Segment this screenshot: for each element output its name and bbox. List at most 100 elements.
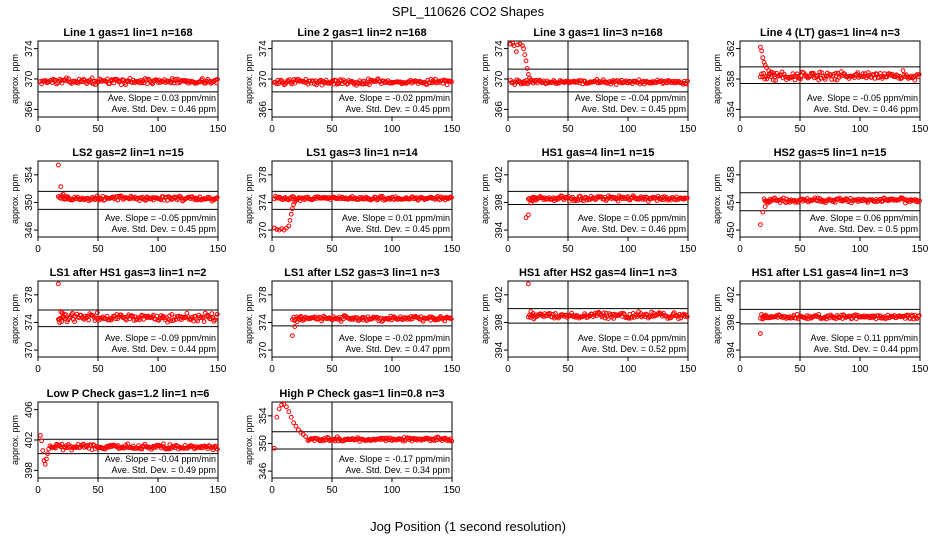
data-point [441, 77, 447, 83]
plot-frame [739, 280, 921, 358]
data-point [792, 77, 798, 83]
y-axis-label: approx. ppm [10, 294, 20, 344]
data-point [358, 196, 364, 202]
data-point [417, 316, 423, 322]
data-point [303, 434, 309, 439]
x-tick-label: 150 [680, 364, 697, 375]
stddev-annotation: Ave. Std. Dev. = 0.47 ppm [346, 344, 450, 354]
x-tick-label: 100 [852, 244, 869, 255]
x-tick-label: 50 [92, 244, 104, 255]
slope-annotation: Ave. Slope = -0.02 ppm/min [339, 333, 450, 343]
stddev-annotation: Ave. Std. Dev. = 0.46 ppm [582, 224, 686, 234]
data-point [909, 312, 914, 318]
data-point [408, 435, 414, 441]
data-point [762, 204, 768, 210]
y-tick-label: 402 [726, 286, 737, 303]
data-point [412, 195, 418, 201]
x-tick-label: 0 [505, 244, 511, 255]
stddev-annotation: Ave. Std. Dev. = 0.34 ppm [346, 465, 450, 475]
panel-title: HS1 gas=4 lin=1 n=15 [542, 147, 655, 159]
data-point [442, 318, 448, 324]
data-point [758, 222, 763, 228]
slope-annotation: Ave. Slope = -0.05 ppm/min [105, 213, 216, 223]
data-point [310, 78, 316, 84]
data-point [138, 78, 144, 83]
data-point [859, 74, 865, 79]
y-tick-label: 374 [258, 40, 269, 57]
data-point [169, 312, 175, 317]
data-point [98, 77, 104, 83]
panel-2: Line 2 gas=1 lin=2 n=168 0 50 100 150 366 370 3… [244, 27, 461, 135]
data-point [213, 77, 218, 83]
data-point [70, 310, 75, 316]
panel-4: Line 4 (LT) gas=1 lin=4 n=3 0 50 100 150 354 3… [712, 27, 929, 135]
data-point [803, 315, 809, 321]
data-point [59, 193, 64, 199]
data-point [621, 310, 626, 316]
slope-annotation: Ave. Slope = -0.17 ppm/min [339, 454, 450, 464]
y-axis-label: approx. ppm [480, 294, 490, 344]
data-point [648, 79, 654, 85]
data-point [515, 42, 520, 48]
y-tick-label: 402 [24, 431, 35, 448]
y-tick-label: 394 [494, 341, 505, 358]
y-tick-label: 378 [258, 286, 269, 303]
data-point [178, 194, 183, 200]
x-tick-label: 150 [210, 485, 227, 496]
y-tick-label: 358 [726, 70, 737, 87]
stddev-annotation: Ave. Std. Dev. = 0.44 ppm [112, 344, 216, 354]
data-point [439, 78, 445, 84]
data-point [760, 55, 766, 61]
data-point [764, 65, 769, 70]
data-point [762, 76, 768, 82]
data-point [684, 314, 690, 320]
data-point [58, 444, 64, 450]
data-point [917, 198, 922, 204]
x-tick-label: 100 [150, 364, 167, 375]
data-point [63, 312, 69, 318]
stddev-annotation: Ave. Std. Dev. = 0.45 ppm [346, 104, 450, 114]
data-point [884, 315, 890, 321]
data-point [786, 74, 791, 80]
data-point [212, 317, 218, 323]
x-tick-label: 0 [269, 124, 275, 135]
data-point [348, 437, 354, 443]
panel-9: LS1 after HS1 gas=3 lin=1 n=2 0 50 100 150 37… [10, 267, 227, 375]
data-point [510, 40, 516, 46]
data-point [337, 77, 343, 82]
data-point [843, 196, 849, 202]
data-points [523, 193, 690, 221]
data-point [292, 324, 298, 330]
data-points [526, 281, 690, 322]
data-point [655, 311, 661, 317]
y-tick-label: 398 [726, 314, 737, 331]
data-point [764, 76, 770, 82]
slope-annotation: Ave. Slope = -0.05 ppm/min [807, 93, 918, 103]
slope-annotation: Ave. Slope = 0.06 ppm/min [810, 213, 918, 223]
y-axis-label: approx. ppm [244, 54, 254, 104]
data-point [272, 445, 277, 451]
data-point [522, 52, 528, 58]
data-point [115, 78, 121, 84]
y-tick-label: 398 [494, 314, 505, 331]
y-tick-label: 370 [24, 70, 35, 87]
x-tick-label: 50 [562, 124, 574, 135]
x-tick-label: 100 [150, 124, 167, 135]
data-point [87, 442, 93, 448]
x-tick-label: 100 [620, 364, 637, 375]
panel-5: LS2 gas=2 lin=1 n=15 0 50 100 150 346 350 354 ap… [10, 147, 227, 255]
data-point [210, 447, 216, 453]
x-tick-label: 150 [444, 364, 461, 375]
slope-annotation: Ave. Slope = 0.04 ppm/min [578, 333, 686, 343]
y-tick-label: 378 [24, 286, 35, 303]
x-tick-label: 150 [210, 364, 227, 375]
data-point [781, 71, 787, 77]
data-point [58, 184, 64, 190]
data-point [292, 318, 298, 323]
y-tick-label: 402 [494, 286, 505, 303]
data-point [86, 317, 91, 323]
data-point [645, 199, 651, 204]
data-point [408, 314, 414, 319]
y-tick-label: 398 [24, 462, 35, 479]
data-point [316, 437, 322, 443]
